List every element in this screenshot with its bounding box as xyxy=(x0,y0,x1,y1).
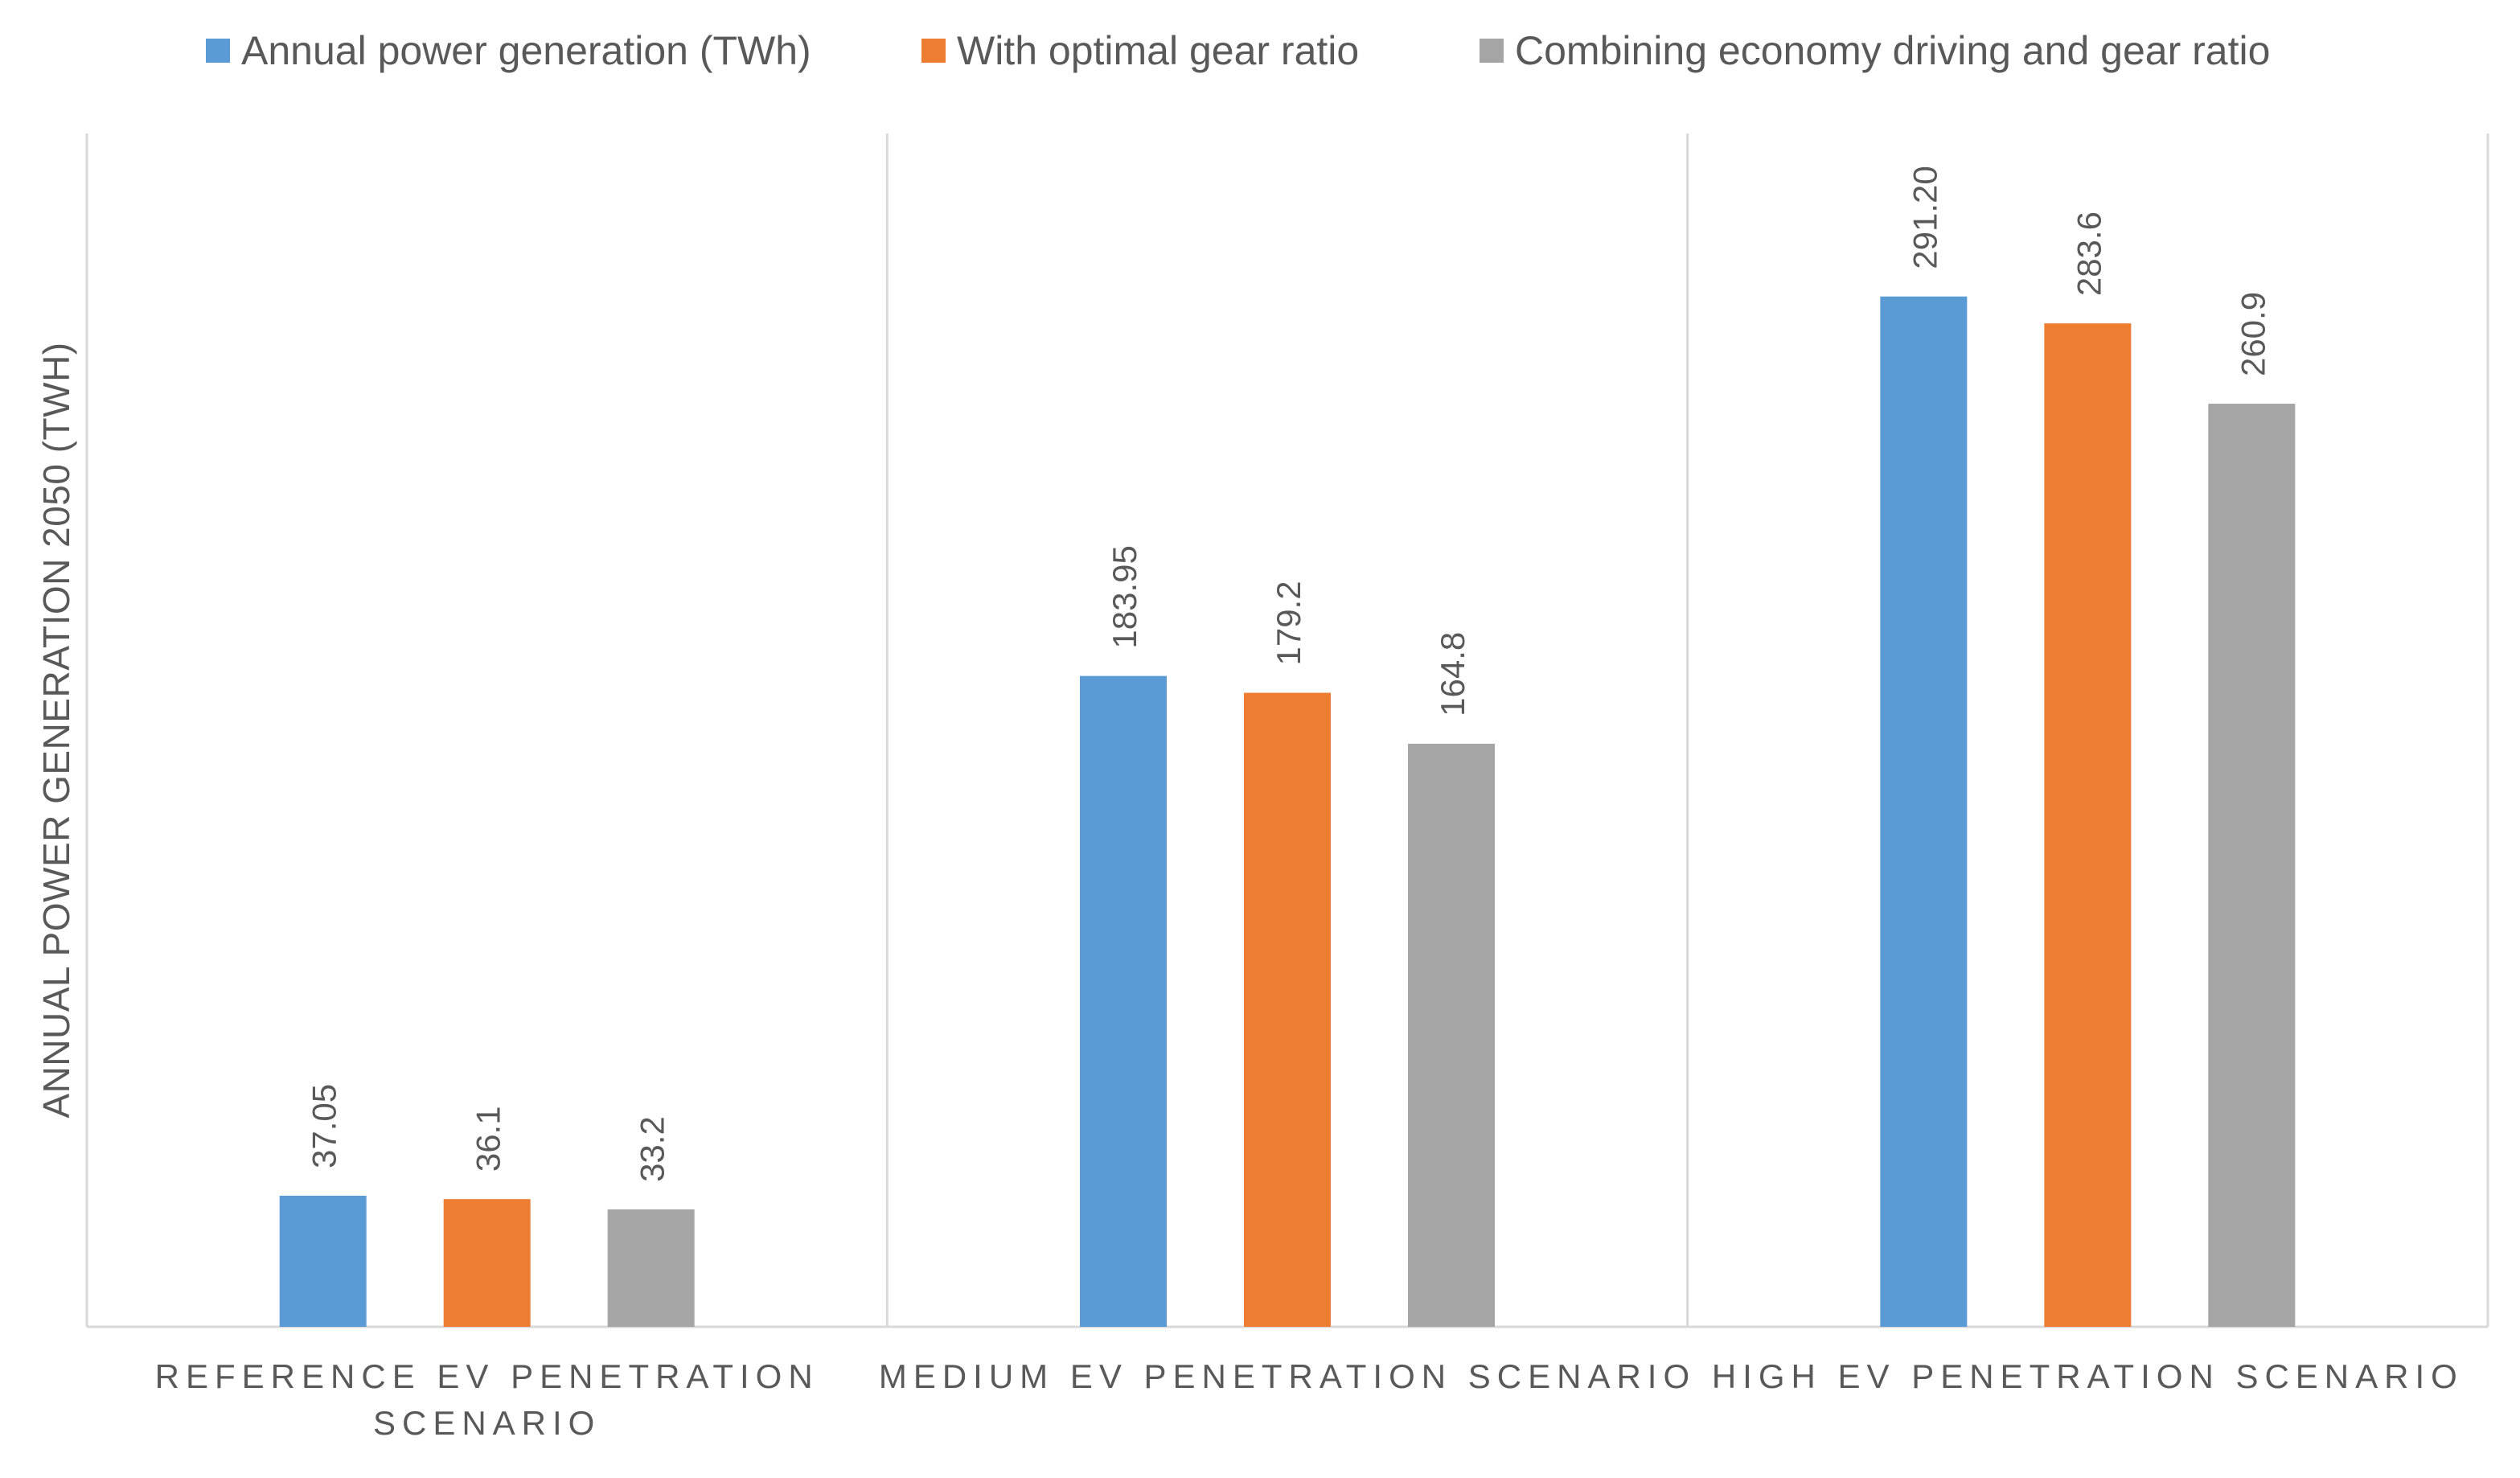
x-tick-label: MEDIUM EV PENETRATION SCENARIO xyxy=(879,1357,1696,1395)
bar-1-cat-1 xyxy=(279,1195,367,1327)
data-label: 179.2 xyxy=(1270,581,1307,665)
legend-swatch-combined xyxy=(1480,39,1504,63)
bar-2-cat-1 xyxy=(443,1199,531,1327)
data-label: 283.6 xyxy=(2070,211,2108,296)
legend-item-annual: Annual power generation (TWh) xyxy=(206,31,811,71)
legend-label-combined: Combining economy driving and gear ratio xyxy=(1515,28,2271,73)
legend-label-annual: Annual power generation (TWh) xyxy=(241,28,811,73)
bar-2-cat-2 xyxy=(1244,692,1331,1327)
bar-2-cat-3 xyxy=(2044,323,2132,1327)
data-label: 37.05 xyxy=(306,1084,343,1168)
legend-item-gear: With optimal gear ratio xyxy=(921,31,1359,71)
legend-swatch-gear xyxy=(921,39,946,63)
legend-label-gear: With optimal gear ratio xyxy=(957,28,1360,73)
legend-swatch-annual xyxy=(206,39,230,63)
bar-3-cat-1 xyxy=(607,1209,695,1327)
data-label: 33.2 xyxy=(634,1116,671,1182)
data-label: 260.9 xyxy=(2234,292,2272,376)
data-label: 164.8 xyxy=(1434,632,1471,716)
data-label: 183.95 xyxy=(1106,545,1143,648)
data-label: 291.20 xyxy=(1906,166,1943,269)
bar-1-cat-3 xyxy=(1880,296,1968,1328)
legend-item-combined: Combining economy driving and gear ratio xyxy=(1480,31,2270,71)
x-tick-label: SCENARIO xyxy=(373,1404,601,1442)
bar-1-cat-2 xyxy=(1080,675,1167,1327)
bar-3-cat-2 xyxy=(1408,743,1495,1327)
x-tick-label: REFERENCE EV PENETRATION xyxy=(155,1357,819,1395)
data-label: 36.1 xyxy=(470,1106,507,1172)
x-tick-label: HIGH EV PENETRATION SCENARIO xyxy=(1712,1357,2464,1395)
bar-3-cat-3 xyxy=(2208,404,2296,1327)
